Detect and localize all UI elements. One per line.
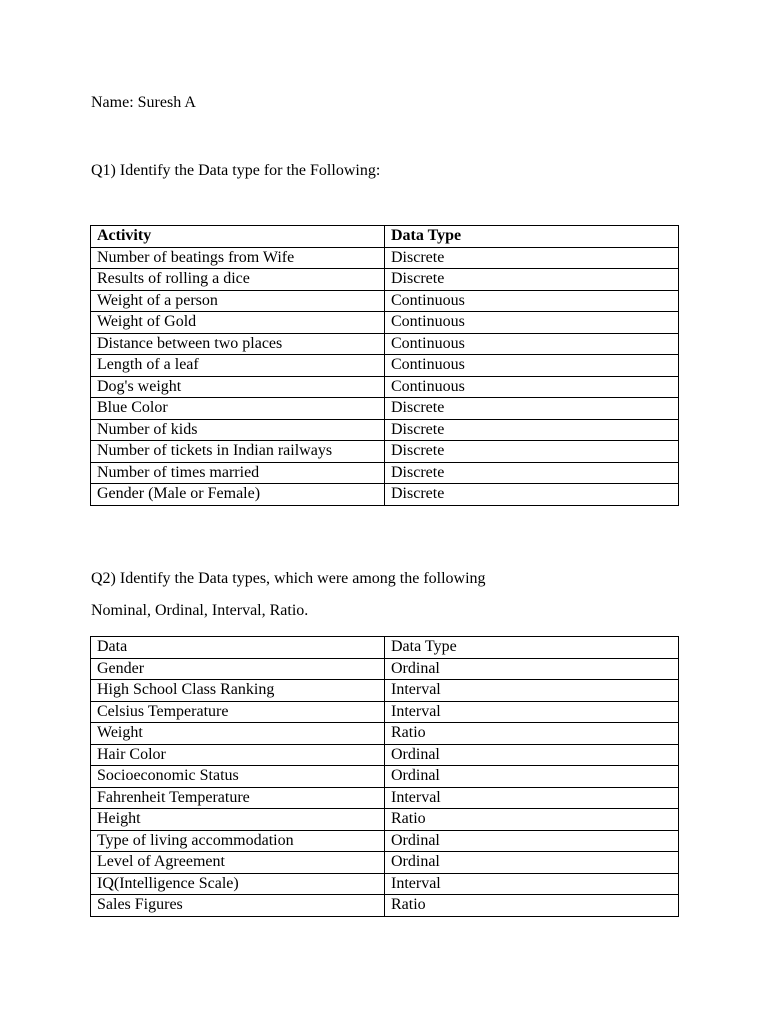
cell-data-type: Ordinal	[384, 765, 679, 788]
table-row: Distance between two places Continuous	[90, 332, 679, 355]
cell-data-type: Discrete	[384, 397, 679, 420]
table-header-row: Data Data Type	[90, 636, 679, 659]
cell-data-type: Interval	[384, 786, 679, 809]
table-row: Number of tickets in Indian railways Disc…	[90, 440, 679, 463]
q2-options: Nominal, Ordinal, Interval, Ratio.	[91, 602, 309, 619]
cell-item: Weight	[90, 722, 385, 745]
table-row: Number of kids Discrete	[90, 418, 679, 441]
cell-item: Fahrenheit Temperature	[90, 786, 385, 809]
table-row: Hair Color Ordinal	[90, 743, 679, 766]
cell-item: High School Class Ranking	[90, 679, 385, 702]
cell-data-type: Interval	[384, 872, 679, 895]
cell-item: Dog's weight	[90, 375, 385, 398]
q2-question: Q2) Identify the Data types, which were …	[91, 570, 486, 587]
cell-item: IQ(Intelligence Scale)	[90, 872, 385, 895]
header-data: Data	[90, 636, 385, 659]
table-row: Results of rolling a dice Discrete	[90, 268, 679, 291]
cell-data-type: Discrete	[384, 461, 679, 484]
cell-item: Weight of a person	[90, 289, 385, 312]
cell-data-type: Continuous	[384, 375, 679, 398]
cell-item: Level of Agreement	[90, 851, 385, 874]
cell-data-type: Interval	[384, 679, 679, 702]
q1-table: Activity Data Type Number of beatings fr…	[90, 225, 679, 506]
cell-item: Socioeconomic Status	[90, 765, 385, 788]
cell-item: Distance between two places	[90, 332, 385, 355]
cell-item: Weight of Gold	[90, 311, 385, 334]
cell-item: Sales Figures	[90, 894, 385, 917]
cell-data-type: Ordinal	[384, 851, 679, 874]
table-row: High School Class Ranking Interval	[90, 679, 679, 702]
table-header-row: Activity Data Type	[90, 225, 679, 248]
cell-data-type: Discrete	[384, 418, 679, 441]
cell-item: Number of kids	[90, 418, 385, 441]
cell-data-type: Continuous	[384, 311, 679, 334]
table-row: Length of a leaf Continuous	[90, 354, 679, 377]
q1-question: Q1) Identify the Data type for the Follo…	[91, 162, 381, 179]
cell-data-type: Ratio	[384, 722, 679, 745]
header-activity: Activity	[90, 225, 385, 248]
header-data-type: Data Type	[384, 225, 679, 248]
cell-item: Celsius Temperature	[90, 700, 385, 723]
table-row: Dog's weight Continuous	[90, 375, 679, 398]
cell-item: Gender	[90, 657, 385, 680]
cell-item: Height	[90, 808, 385, 831]
table-row: Height Ratio	[90, 808, 679, 831]
cell-data-type: Ratio	[384, 808, 679, 831]
cell-data-type: Interval	[384, 700, 679, 723]
table-row: Number of times married Discrete	[90, 461, 679, 484]
cell-item: Type of living accommodation	[90, 829, 385, 852]
header-data-type: Data Type	[384, 636, 679, 659]
cell-item: Number of tickets in Indian railways	[90, 440, 385, 463]
table-row: Gender (Male or Female) Discrete	[90, 483, 679, 506]
cell-data-type: Continuous	[384, 354, 679, 377]
table-row: Weight of Gold Continuous	[90, 311, 679, 334]
cell-item: Hair Color	[90, 743, 385, 766]
table-row: Fahrenheit Temperature Interval	[90, 786, 679, 809]
cell-item: Gender (Male or Female)	[90, 483, 385, 506]
table-row: Celsius Temperature Interval	[90, 700, 679, 723]
table-row: Blue Color Discrete	[90, 397, 679, 420]
cell-data-type: Ordinal	[384, 829, 679, 852]
table-row: Gender Ordinal	[90, 657, 679, 680]
cell-data-type: Discrete	[384, 440, 679, 463]
student-name: Name: Suresh A	[91, 94, 196, 111]
table-row: Weight Ratio	[90, 722, 679, 745]
cell-data-type: Discrete	[384, 268, 679, 291]
table-row: Sales Figures Ratio	[90, 894, 679, 917]
cell-data-type: Continuous	[384, 289, 679, 312]
table-row: Level of Agreement Ordinal	[90, 851, 679, 874]
table-row: IQ(Intelligence Scale) Interval	[90, 872, 679, 895]
cell-data-type: Ratio	[384, 894, 679, 917]
cell-data-type: Continuous	[384, 332, 679, 355]
cell-data-type: Ordinal	[384, 743, 679, 766]
cell-item: Blue Color	[90, 397, 385, 420]
table-row: Socioeconomic Status Ordinal	[90, 765, 679, 788]
table-row: Weight of a person Continuous	[90, 289, 679, 312]
cell-item: Number of beatings from Wife	[90, 246, 385, 269]
q2-table: Data Data Type Gender Ordinal High School …	[90, 636, 679, 917]
cell-data-type: Ordinal	[384, 657, 679, 680]
cell-data-type: Discrete	[384, 246, 679, 269]
table-row: Type of living accommodation Ordinal	[90, 829, 679, 852]
cell-item: Length of a leaf	[90, 354, 385, 377]
table-row: Number of beatings from Wife Discrete	[90, 246, 679, 269]
cell-data-type: Discrete	[384, 483, 679, 506]
cell-item: Number of times married	[90, 461, 385, 484]
cell-item: Results of rolling a dice	[90, 268, 385, 291]
